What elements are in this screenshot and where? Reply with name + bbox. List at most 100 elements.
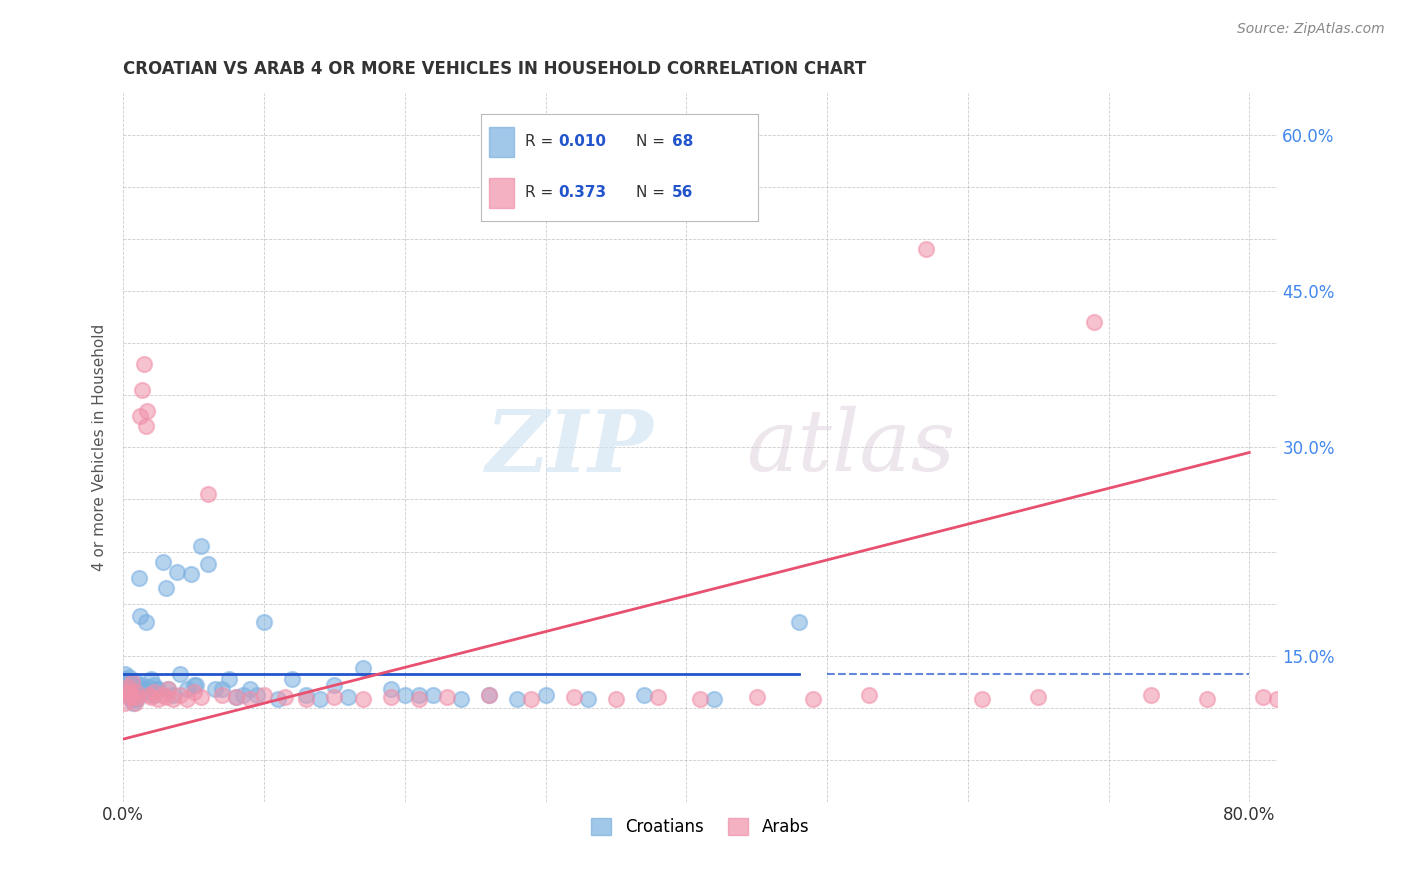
Point [155, 581, 177, 595]
Point [1026, 690, 1049, 705]
Point [380, 690, 402, 705]
Point [225, 690, 247, 705]
Point [120, 685, 142, 699]
Point [143, 685, 166, 699]
Point [295, 688, 318, 702]
Point [239, 681, 262, 696]
Point [914, 243, 936, 257]
Point [122, 690, 145, 705]
Point [114, 696, 136, 710]
Point [120, 675, 142, 690]
Point [337, 690, 360, 705]
Point [323, 678, 346, 692]
Point [124, 696, 146, 710]
Point [408, 692, 430, 706]
Point [204, 681, 226, 696]
Point [422, 688, 444, 702]
Point [183, 685, 205, 699]
Point [352, 692, 374, 706]
Point [450, 692, 472, 706]
Point [131, 678, 153, 692]
Point [117, 685, 139, 699]
Point [115, 685, 138, 699]
Point [787, 615, 810, 630]
Point [253, 688, 276, 702]
Point [134, 685, 156, 699]
Point [186, 678, 208, 692]
Point [274, 690, 297, 705]
Legend: Croatians, Arabs: Croatians, Arabs [585, 812, 815, 843]
Point [576, 692, 599, 706]
Point [239, 692, 262, 706]
Point [562, 690, 585, 705]
Point [281, 672, 304, 686]
Point [211, 688, 233, 702]
Point [183, 678, 205, 692]
Point [211, 681, 233, 696]
Point [180, 567, 202, 582]
Point [478, 688, 501, 702]
Text: ZIP: ZIP [486, 406, 654, 489]
Point [148, 681, 170, 696]
Point [155, 690, 177, 705]
Point [142, 684, 165, 698]
Point [121, 692, 143, 706]
Point [143, 688, 166, 702]
Point [162, 692, 184, 706]
Point [117, 674, 139, 689]
Point [647, 690, 669, 705]
Point [152, 688, 174, 702]
Point [117, 680, 139, 694]
Point [138, 688, 160, 702]
Point [380, 681, 402, 696]
Point [121, 681, 143, 696]
Point [127, 692, 149, 706]
Point [152, 555, 174, 569]
Point [114, 667, 136, 681]
Point [129, 609, 152, 624]
Point [1083, 315, 1105, 329]
Point [157, 681, 180, 696]
Point [134, 357, 156, 371]
Point [197, 487, 219, 501]
Point [127, 681, 149, 696]
Point [801, 692, 824, 706]
Y-axis label: 4 or more Vehicles in Household: 4 or more Vehicles in Household [93, 324, 107, 571]
Point [128, 570, 150, 584]
Point [605, 692, 627, 706]
Point [703, 692, 725, 706]
Point [253, 615, 276, 630]
Point [323, 690, 346, 705]
Text: CROATIAN VS ARAB 4 OR MORE VEHICLES IN HOUSEHOLD CORRELATION CHART: CROATIAN VS ARAB 4 OR MORE VEHICLES IN H… [124, 60, 866, 78]
Point [122, 696, 145, 710]
Point [1195, 692, 1218, 706]
Point [118, 669, 141, 683]
Point [157, 681, 180, 696]
Point [148, 692, 170, 706]
Point [394, 688, 416, 702]
Point [352, 661, 374, 675]
Point [858, 688, 880, 702]
Point [970, 692, 993, 706]
Point [124, 673, 146, 688]
Point [408, 688, 430, 702]
Point [246, 688, 269, 702]
Point [131, 383, 153, 397]
Point [132, 681, 155, 696]
Point [309, 692, 332, 706]
Point [141, 690, 163, 705]
Point [125, 685, 148, 699]
Point [745, 690, 768, 705]
Point [190, 539, 212, 553]
Point [267, 692, 290, 706]
Point [124, 688, 146, 702]
Point [127, 690, 149, 705]
Point [534, 688, 557, 702]
Point [1139, 688, 1161, 702]
Point [143, 678, 166, 692]
Point [135, 615, 157, 630]
Point [169, 688, 191, 702]
Point [120, 690, 142, 705]
Point [176, 692, 198, 706]
Point [115, 672, 138, 686]
